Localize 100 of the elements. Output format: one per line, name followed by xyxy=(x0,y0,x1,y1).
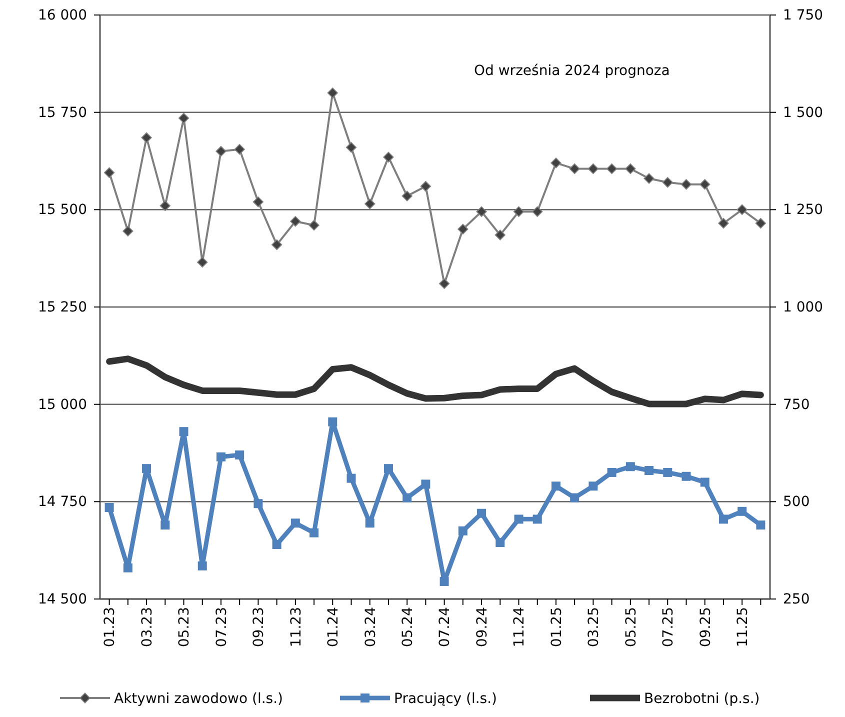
y2-tick-label: 1 500 xyxy=(783,104,824,121)
y-tick-label: 15 250 xyxy=(38,299,87,316)
point xyxy=(272,239,282,250)
point xyxy=(160,200,170,212)
x-tick-label: 01.23 xyxy=(102,607,118,648)
point xyxy=(496,538,505,548)
point xyxy=(700,179,710,190)
x-tick-label: 09.23 xyxy=(251,607,268,648)
point xyxy=(179,427,188,436)
point xyxy=(494,230,506,240)
x-tick-label: 03.23 xyxy=(139,607,156,648)
point xyxy=(384,464,393,474)
point xyxy=(216,146,226,157)
x-tick-label: 05.23 xyxy=(176,607,193,648)
y2-tick-label: 250 xyxy=(783,591,810,608)
y2-tick-label: 500 xyxy=(783,494,810,510)
point xyxy=(532,206,543,217)
point xyxy=(718,514,728,524)
x-tick-label: 05.25 xyxy=(623,607,640,648)
point xyxy=(550,158,562,168)
y-tick-label: 15 500 xyxy=(38,202,87,218)
y-tick-label: 15 000 xyxy=(38,396,87,413)
x-tick-label: 07.23 xyxy=(214,607,230,648)
point xyxy=(477,508,486,518)
y2-tick-label: 1 250 xyxy=(783,202,824,218)
y-tick-label: 14 750 xyxy=(38,494,87,510)
point xyxy=(700,478,710,487)
legend-label: Aktywni zawodowo (l.s.) xyxy=(114,691,283,707)
point xyxy=(346,474,356,483)
point xyxy=(142,464,152,474)
point xyxy=(141,132,152,143)
point xyxy=(123,563,132,572)
point xyxy=(682,472,691,481)
point xyxy=(532,514,542,524)
point xyxy=(513,206,524,217)
point xyxy=(104,503,114,512)
point xyxy=(216,452,226,462)
legend-label: Bezrobotni (p.s.) xyxy=(644,691,760,707)
point xyxy=(606,163,618,174)
point xyxy=(364,198,376,210)
point xyxy=(644,466,654,476)
y-tick-label: 15 750 xyxy=(38,104,87,121)
point xyxy=(476,206,487,217)
point xyxy=(402,493,412,502)
point xyxy=(440,576,449,586)
x-tick-label: 09.24 xyxy=(474,606,490,648)
y-tick-label: 16 000 xyxy=(38,7,87,24)
point xyxy=(308,220,320,231)
point xyxy=(588,482,598,491)
x-tick-label: 03.24 xyxy=(362,606,379,648)
annotation: Od września 2024 prognoza xyxy=(474,63,670,79)
point xyxy=(680,179,692,190)
point xyxy=(290,518,300,528)
point xyxy=(254,499,263,508)
x-tick-label: 03.25 xyxy=(586,607,602,648)
point xyxy=(234,144,245,155)
y-tick-label: 14 500 xyxy=(38,591,87,608)
point xyxy=(588,163,598,174)
point xyxy=(272,540,282,549)
point xyxy=(663,468,672,477)
point xyxy=(346,142,357,153)
point xyxy=(235,450,244,460)
point xyxy=(755,218,766,229)
point xyxy=(644,173,654,184)
point xyxy=(551,482,560,491)
point xyxy=(402,190,412,202)
point xyxy=(310,528,319,538)
point xyxy=(421,480,430,489)
point xyxy=(178,112,190,124)
point xyxy=(662,177,673,188)
point xyxy=(458,526,468,536)
point xyxy=(104,167,115,178)
y2-tick-label: 1 750 xyxy=(783,7,824,24)
point xyxy=(756,520,766,530)
point xyxy=(625,163,636,174)
point xyxy=(736,204,748,215)
legend-label: Pracujący (l.s.) xyxy=(394,691,498,707)
x-tick-label: 07.24 xyxy=(437,606,454,648)
x-tick-label: 05.24 xyxy=(400,606,416,648)
point xyxy=(383,152,394,162)
x-tick-label: 11.23 xyxy=(288,607,304,648)
x-tick-label: 11.24 xyxy=(512,606,528,648)
x-tick-label: 09.25 xyxy=(698,607,714,648)
point xyxy=(458,224,468,234)
point xyxy=(290,216,301,227)
x-tick-label: 11.25 xyxy=(734,607,751,648)
point xyxy=(570,493,580,502)
point xyxy=(439,278,450,289)
x-tick-label: 01.24 xyxy=(326,606,342,648)
point xyxy=(198,561,207,570)
point xyxy=(514,514,524,524)
x-tick-label: 01.25 xyxy=(548,607,565,648)
point xyxy=(328,417,338,426)
point xyxy=(197,256,208,268)
point xyxy=(718,218,729,229)
point xyxy=(365,518,374,528)
point xyxy=(252,196,264,208)
point xyxy=(160,520,170,530)
point xyxy=(122,226,134,236)
point xyxy=(607,468,616,477)
